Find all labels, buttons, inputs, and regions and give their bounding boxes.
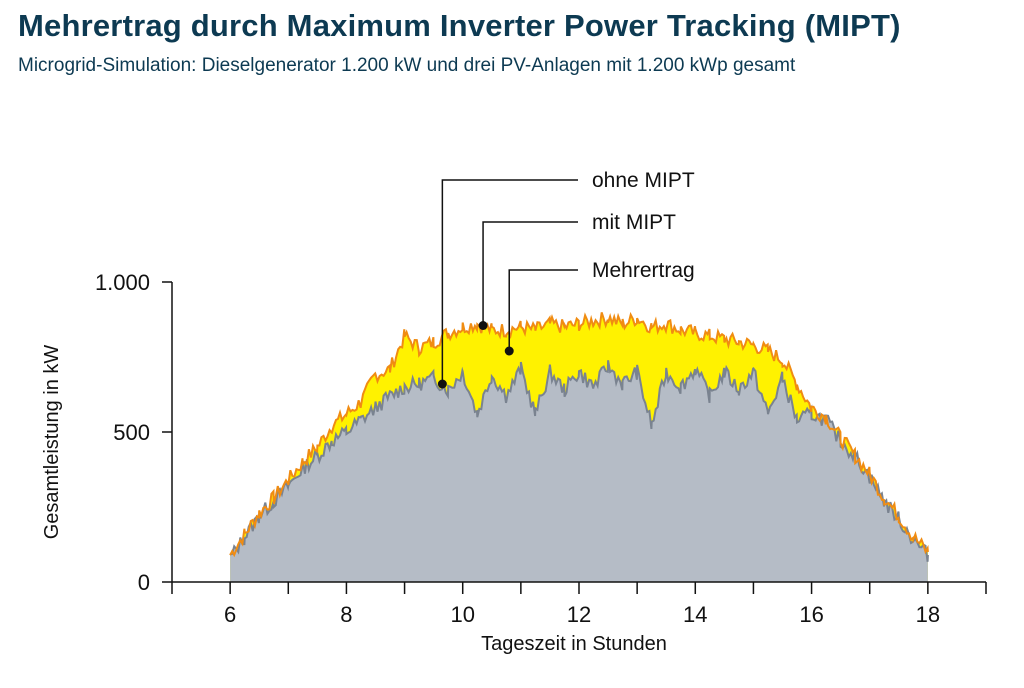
annotation-dot — [478, 321, 488, 330]
x-tick-label: 12 — [567, 602, 591, 627]
annotation-leader — [508, 269, 578, 351]
annotation-label: mit MIPT — [592, 211, 676, 234]
x-tick-label: 14 — [683, 602, 707, 627]
y-tick-label: 0 — [138, 570, 150, 595]
x-tick-label: 10 — [450, 602, 474, 627]
annotation-dot — [437, 379, 447, 389]
chart-subtitle: Microgrid-Simulation: Dieselgenerator 1.… — [18, 55, 796, 76]
chart-title: Mehrertrag durch Maximum Inverter Power … — [18, 8, 901, 43]
x-tick-label: 18 — [916, 602, 940, 627]
y-axis-title: Gesamtleistung in kW — [41, 345, 63, 540]
x-axis-title: Tageszeit in Stunden — [481, 633, 667, 655]
y-tick-label: 500 — [113, 420, 150, 445]
annotation-leader — [482, 221, 578, 326]
x-tick-label: 6 — [224, 602, 236, 627]
annotation-label: ohne MIPT — [592, 169, 695, 192]
series-line-mit-mipt — [229, 311, 929, 558]
annotation-label: Mehrertrag — [592, 259, 695, 282]
annotation-dot — [504, 346, 514, 356]
series-area-ohne-mipt — [230, 360, 928, 582]
y-tick-label: 1.000 — [95, 270, 150, 295]
x-tick-label: 8 — [340, 602, 352, 627]
series-line-ohne-mipt — [229, 360, 929, 562]
x-tick-label: 16 — [799, 602, 823, 627]
annotation-leader — [441, 179, 578, 384]
